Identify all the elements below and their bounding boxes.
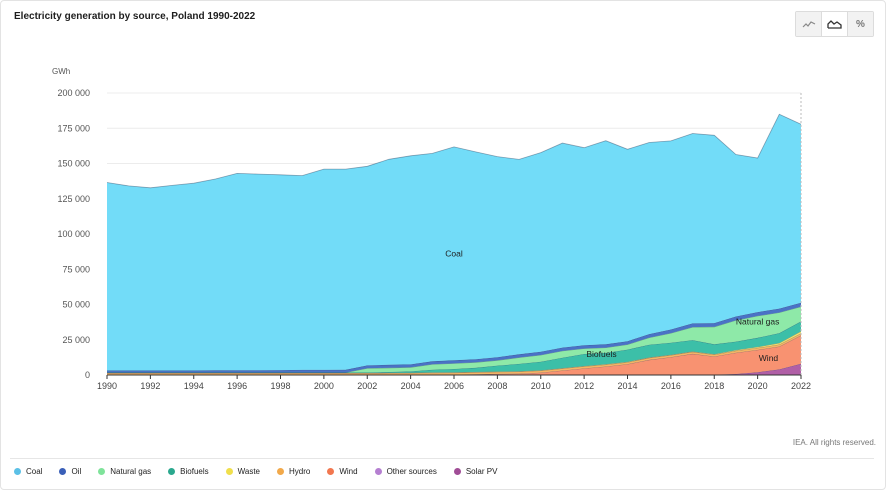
legend-item-solar-pv[interactable]: Solar PV [453, 467, 498, 476]
chart-title: Electricity generation by source, Poland… [14, 11, 256, 22]
x-tick-label: 1998 [270, 381, 290, 391]
area-coal [107, 114, 801, 371]
x-tick-label: 2008 [487, 381, 507, 391]
annotation-wind: Wind [759, 353, 779, 363]
y-tick-label: 0 [85, 370, 90, 380]
legend-swatch [14, 468, 21, 475]
legend-label: Waste [237, 467, 260, 476]
area-edge-coal [106, 113, 802, 189]
legend-label: Hydro [289, 467, 311, 476]
legend-swatch [168, 468, 176, 475]
x-tick-label: 1994 [184, 381, 204, 391]
y-tick-label: 25 000 [62, 335, 90, 345]
x-tick-label: 2012 [574, 381, 594, 391]
legend-swatch [277, 468, 284, 475]
area-wind [107, 335, 801, 375]
legend-label: Coal [26, 467, 43, 476]
x-tick-label: 2014 [617, 381, 637, 391]
legend-item-oil[interactable]: Oil [59, 467, 81, 476]
legend-label: Natural gas [110, 467, 152, 476]
legend-item-waste[interactable]: Waste [225, 467, 260, 476]
y-tick-label: 150 000 [57, 159, 90, 169]
legend-swatch [98, 468, 106, 475]
annotation-coal: Coal [445, 249, 463, 259]
area-chart-icon [827, 20, 842, 29]
x-tick-label: 1992 [140, 381, 160, 391]
legend-item-wind[interactable]: Wind [327, 467, 358, 476]
legend-item-other-sources[interactable]: Other sources [374, 467, 437, 476]
y-tick-label: 175 000 [57, 123, 90, 133]
legend-swatch [59, 468, 67, 475]
legend-swatch [374, 468, 382, 475]
area-natural-gas [107, 306, 801, 373]
chart-view-toolbar: % [795, 11, 874, 37]
y-tick-label: 200 000 [57, 88, 90, 98]
x-tick-label: 2018 [704, 381, 724, 391]
area-chart-button[interactable] [822, 12, 848, 36]
x-tick-label: 2020 [748, 381, 768, 391]
x-tick-label: 2010 [531, 381, 551, 391]
legend-item-biofuels[interactable]: Biofuels [168, 467, 209, 476]
percent-button[interactable]: % [848, 12, 873, 36]
area-biofuels [107, 321, 801, 373]
x-tick-label: 2002 [357, 381, 377, 391]
annotation-biofuels: Biofuels [586, 349, 616, 359]
legend-swatch [453, 468, 461, 475]
line-chart-button[interactable] [796, 12, 822, 36]
y-tick-label: 50 000 [62, 300, 90, 310]
x-tick-label: 2022 [791, 381, 811, 391]
annotation-natural-gas: Natural gas [736, 316, 779, 326]
legend-label: Other sources [386, 467, 437, 476]
x-tick-label: 2006 [444, 381, 464, 391]
legend-label: Solar PV [465, 467, 498, 476]
chart-legend: Coal Oil Natural gas Biofuels Waste Hydr… [14, 467, 497, 476]
line-chart-icon [802, 20, 815, 27]
legend-label: Biofuels [180, 467, 209, 476]
legend-label: Oil [71, 467, 82, 476]
legend-item-hydro[interactable]: Hydro [277, 467, 310, 476]
legend-swatch [327, 468, 335, 475]
legend-label: Wind [339, 467, 358, 476]
y-tick-label: 125 000 [57, 194, 90, 204]
percent-icon: % [856, 18, 865, 30]
legend-divider [10, 458, 874, 459]
legend-item-natural-gas[interactable]: Natural gas [98, 467, 151, 476]
x-tick-label: 1996 [227, 381, 247, 391]
x-tick-label: 2004 [401, 381, 421, 391]
stacked-area-chart: 0 25 000 50 000 75 000 100 000 125 000 150 000… [52, 67, 811, 391]
legend-swatch [225, 468, 233, 475]
x-tick-label: 2016 [661, 381, 681, 391]
y-tick-label: 75 000 [62, 264, 90, 274]
credit-text: IEA. All rights reserved. [792, 438, 876, 447]
x-tick-label: 2000 [314, 381, 334, 391]
y-axis-label: GWh [52, 67, 70, 76]
y-tick-label: 100 000 [57, 229, 90, 239]
x-tick-label: 1990 [97, 381, 117, 391]
legend-item-coal[interactable]: Coal [14, 467, 42, 476]
